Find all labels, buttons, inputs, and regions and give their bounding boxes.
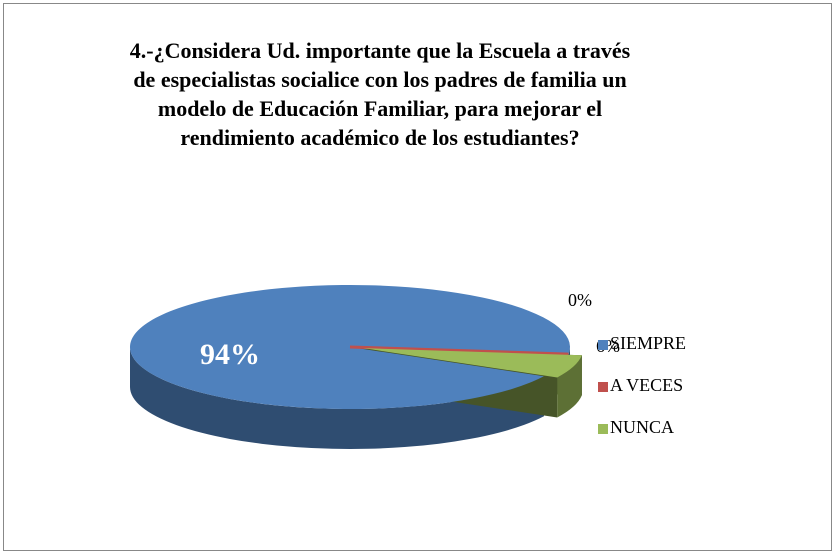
slice-top xyxy=(349,345,569,356)
chart-frame xyxy=(3,3,832,551)
slice-wall xyxy=(557,355,582,418)
slice-top xyxy=(129,285,570,410)
legend-swatch xyxy=(598,382,608,392)
slice-wall xyxy=(130,347,544,449)
chart-title: 4.-¿Considera Ud. importante que la Escu… xyxy=(129,38,631,150)
legend-label: NUNCA xyxy=(610,417,674,437)
legend-swatch xyxy=(598,340,608,350)
data-label: 94% xyxy=(200,338,260,371)
legend-label: A VECES xyxy=(610,375,683,395)
legend-swatch xyxy=(598,424,608,434)
legend-label: SIEMPRE xyxy=(610,333,686,353)
slice-top xyxy=(363,348,582,378)
data-label: 0% xyxy=(568,290,592,310)
